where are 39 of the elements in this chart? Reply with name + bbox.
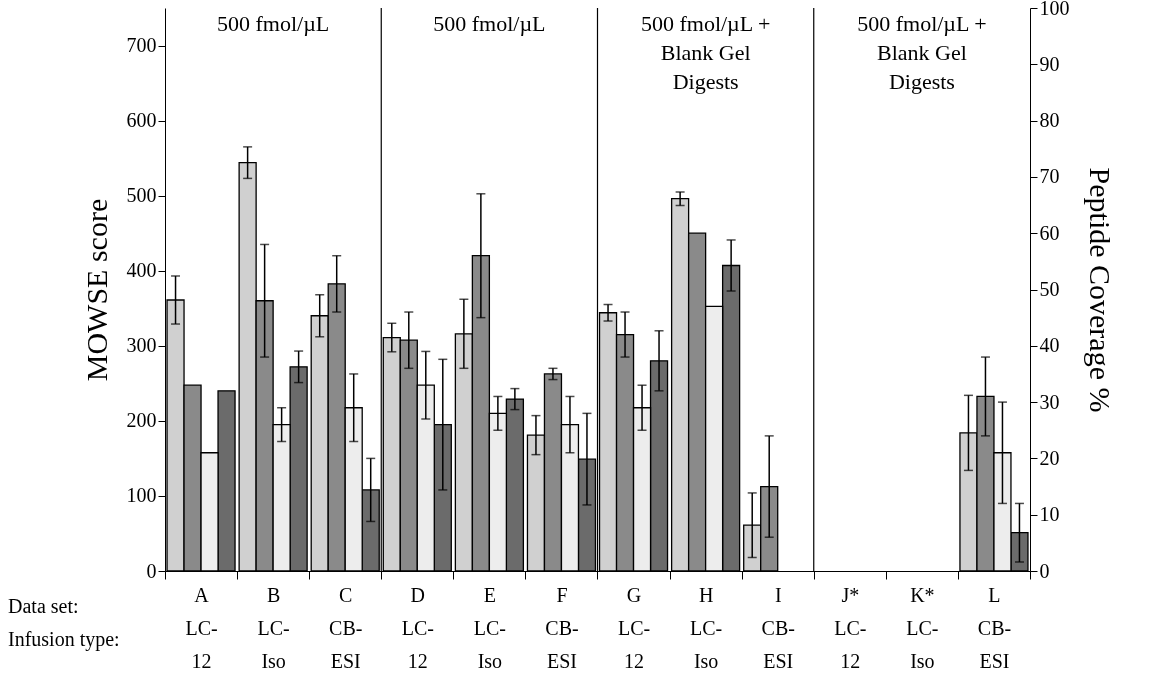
- y2-tick-label: 20: [1039, 446, 1060, 469]
- y-tick-label: 300: [126, 334, 157, 357]
- y2-tick-label: 30: [1039, 390, 1060, 413]
- y2-tick-label: 60: [1039, 221, 1060, 244]
- y2-tick-label: 50: [1039, 278, 1060, 300]
- y-tick-label: 600: [126, 109, 157, 132]
- annotation: 500 fmol/µL: [216, 11, 330, 36]
- y-tick-label: 400: [126, 259, 157, 282]
- y2-axis-title: Peptide Coverage %: [1083, 167, 1117, 413]
- y-tick-label: 100: [126, 484, 157, 507]
- x-tick-label: F CB- ESI: [545, 583, 579, 672]
- x-tick-label: L CB- ESI: [977, 583, 1012, 672]
- x-tick-label: B LC- Iso: [257, 583, 290, 672]
- x-tick-label: J* LC- 12: [834, 583, 867, 672]
- y2-tick-label: 70: [1039, 165, 1060, 188]
- y-tick-label: 200: [126, 409, 157, 432]
- x-tick-label: H LC- Iso: [690, 583, 723, 672]
- y-tick-label: 500: [126, 184, 157, 207]
- x-tick-label: C CB- ESI: [329, 583, 363, 672]
- y-tick-label: 700: [126, 34, 157, 57]
- y2-tick-label: 90: [1039, 52, 1060, 75]
- annotation: 500 fmol/µL + Blank Gel Digests: [857, 11, 987, 94]
- y2-tick-label: 10: [1039, 503, 1060, 526]
- y2-tick-label: 40: [1039, 334, 1060, 357]
- y2-tick-label: 100: [1039, 0, 1070, 19]
- annotation: 500 fmol/µL: [433, 11, 546, 36]
- x-tick-label: K* LC- Iso: [906, 583, 939, 672]
- annotation: 500 fmol/µL + Blank Gel Digests: [640, 11, 771, 94]
- y2-tick-label: 0: [1039, 559, 1050, 582]
- y-tick-label: 0: [146, 559, 157, 582]
- x-tick-label: E LC- Iso: [473, 583, 506, 672]
- text: Infusion type:: [8, 628, 120, 651]
- x-tick-label: G LC- 12: [617, 583, 651, 672]
- x-tick-label: I CB- ESI: [761, 583, 795, 672]
- x-tick-label: D LC- 12: [401, 583, 434, 672]
- y-axis-title: MOWSE score: [79, 198, 113, 382]
- text: Data set:: [8, 595, 79, 617]
- x-tick-label: A LC- 12: [185, 583, 218, 672]
- y2-tick-label: 80: [1039, 109, 1060, 132]
